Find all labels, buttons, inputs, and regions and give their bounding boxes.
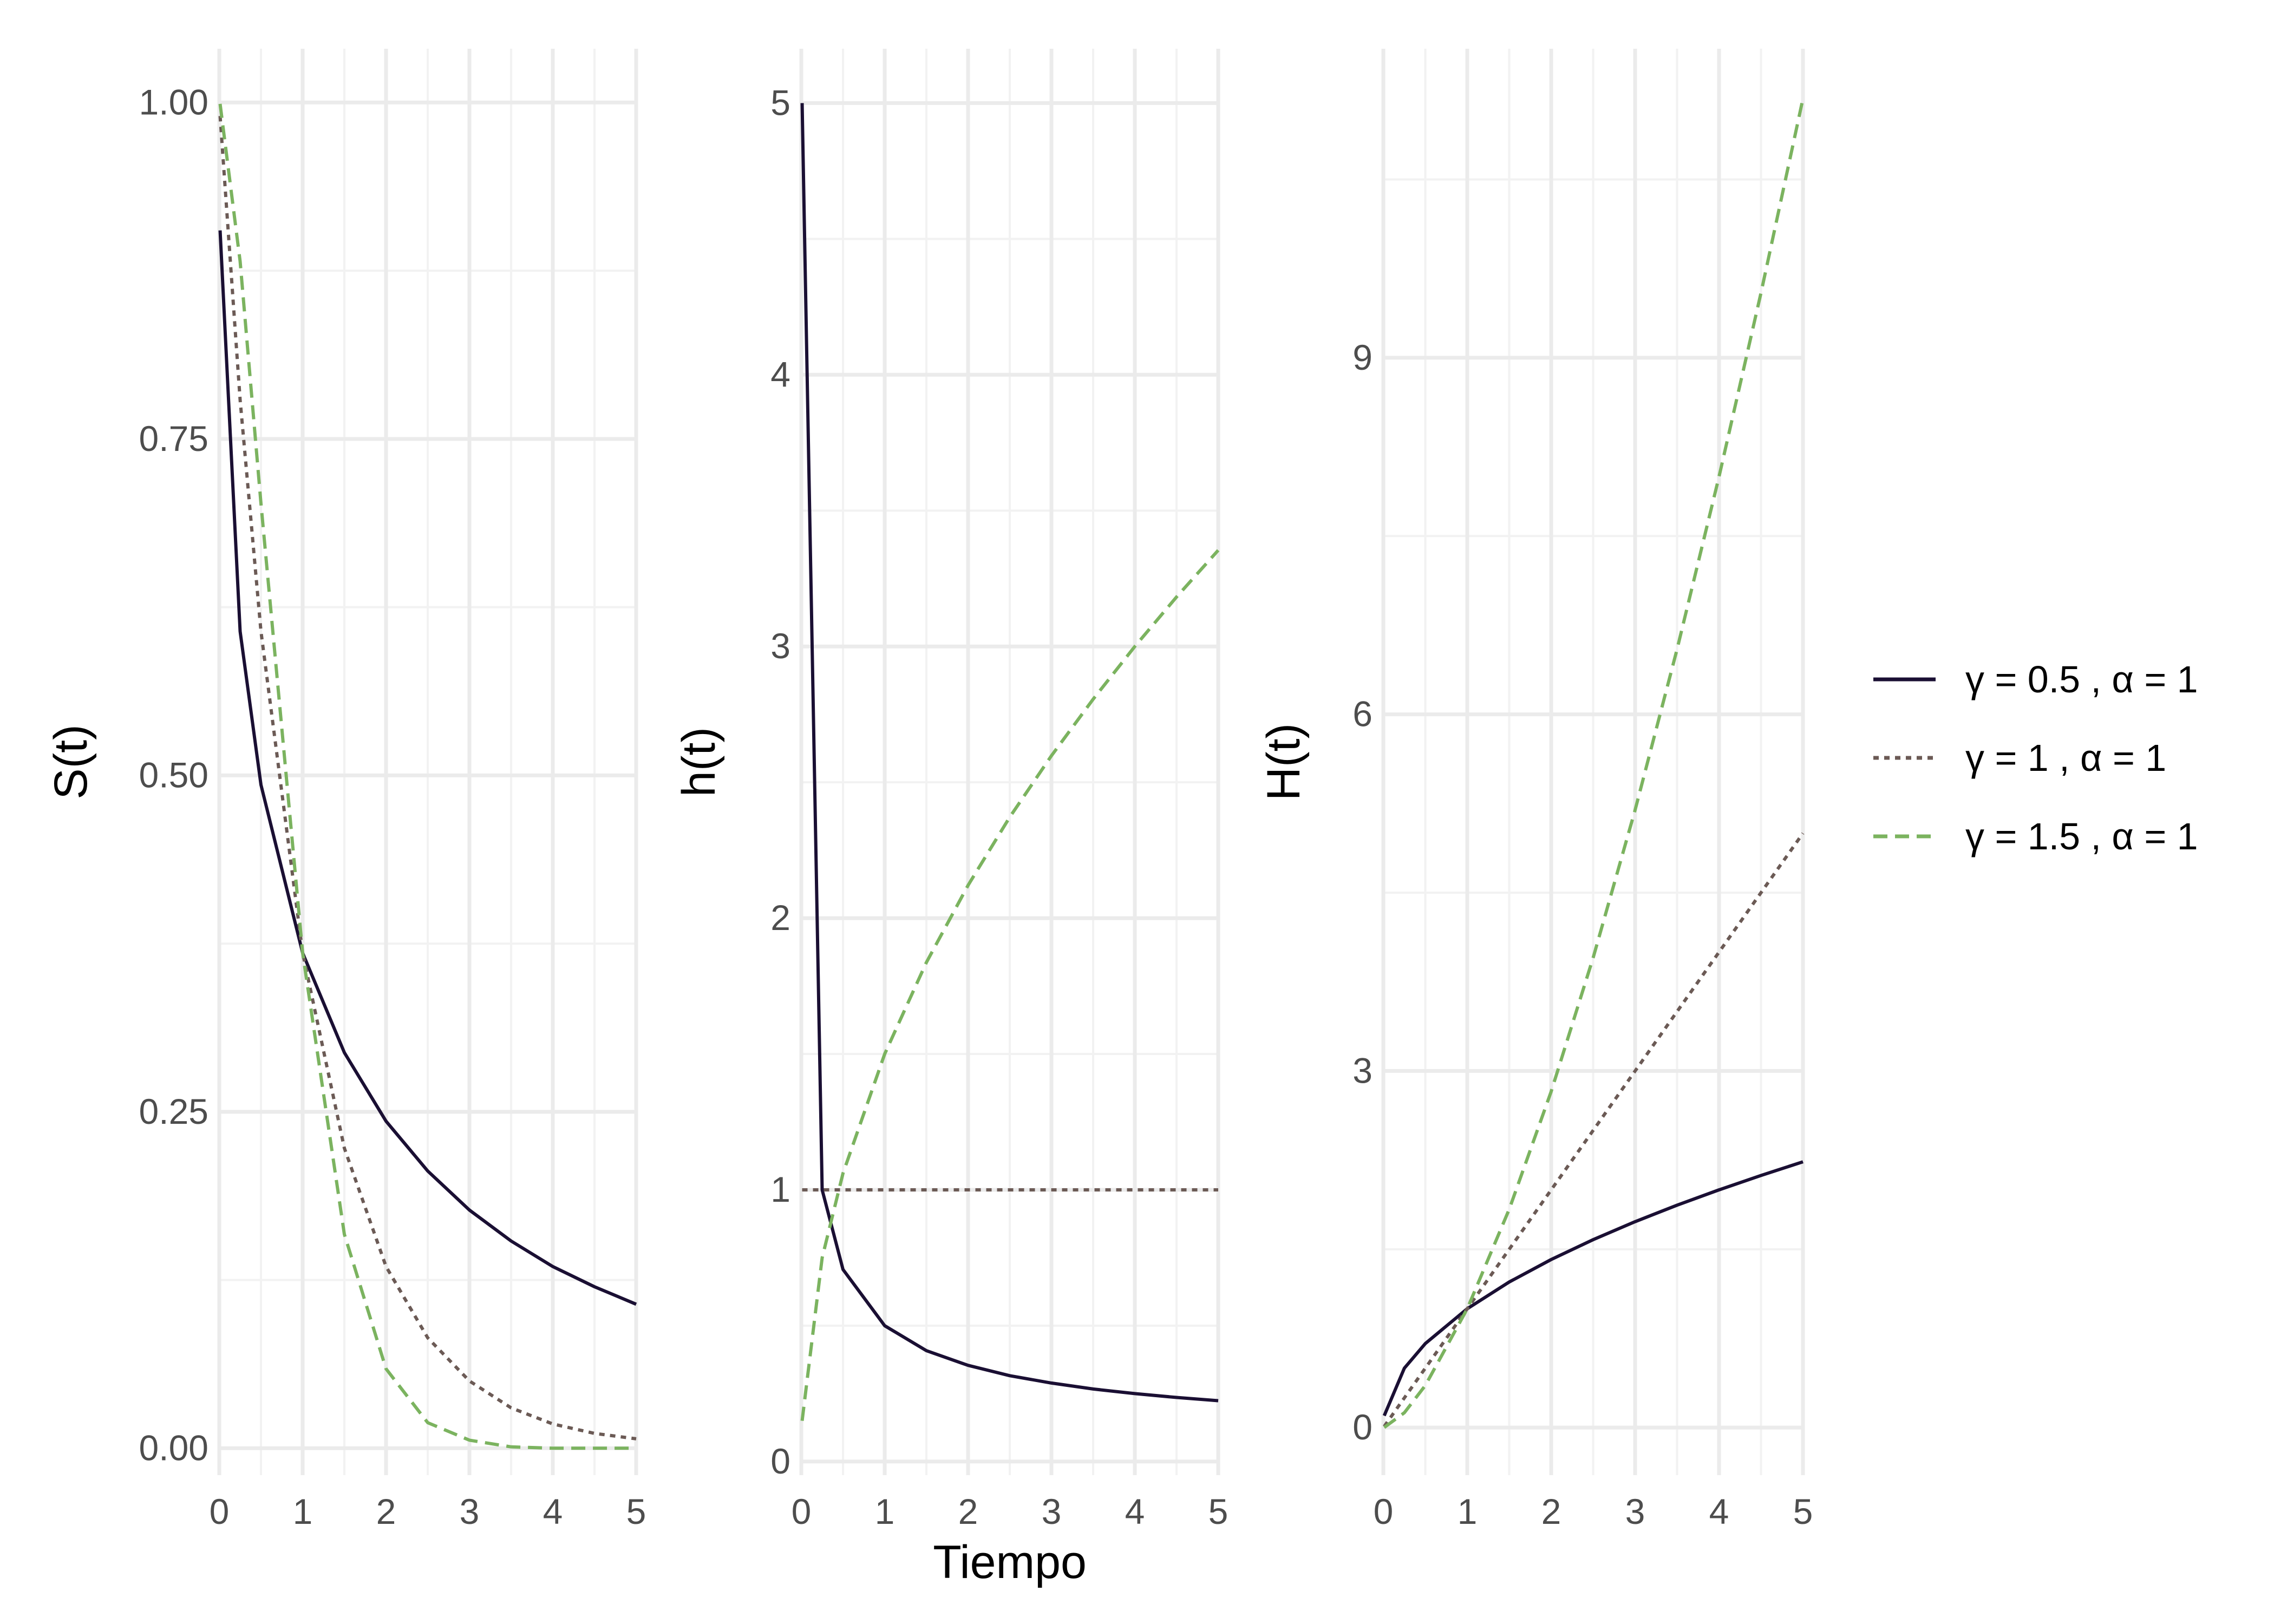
x-tick-label: 1 bbox=[1458, 1491, 1478, 1531]
series-line bbox=[1382, 1160, 1803, 1417]
x-tick-label: 3 bbox=[1042, 1491, 1062, 1531]
y-tick-label: 3 bbox=[1352, 1050, 1373, 1090]
x-tick-label: 0 bbox=[210, 1491, 230, 1531]
series-line bbox=[218, 230, 637, 1306]
x-tick-label: 0 bbox=[1374, 1491, 1394, 1531]
x-tick-label: 5 bbox=[1208, 1491, 1229, 1531]
series-line bbox=[218, 116, 637, 1440]
x-tick-label: 5 bbox=[1793, 1491, 1813, 1531]
grid bbox=[1381, 49, 1805, 1475]
y-tick-label: 1 bbox=[770, 1169, 790, 1209]
legend-item: γ = 1 , α = 1 bbox=[1873, 737, 2166, 779]
y-tick-label: 3 bbox=[770, 626, 790, 666]
series-line bbox=[800, 549, 1220, 1421]
legend-item: γ = 0.5 , α = 1 bbox=[1873, 658, 2198, 700]
y-tick-label: 0 bbox=[770, 1441, 790, 1481]
legend-label: γ = 1 , α = 1 bbox=[1965, 737, 2166, 779]
x-tick-label: 2 bbox=[376, 1491, 396, 1531]
cumulative-hazard-panel: 0 1 2 3 4 5 0 3 6 9 H(t) bbox=[1258, 49, 1813, 1531]
x-tick-label: 1 bbox=[875, 1491, 895, 1531]
series-line bbox=[800, 103, 1219, 1403]
y-tick-label: 9 bbox=[1352, 337, 1373, 377]
legend: γ = 0.5 , α = 1 γ = 1 , α = 1 γ = 1.5 , α … bbox=[1873, 658, 2198, 857]
x-tick-label: 2 bbox=[1541, 1491, 1561, 1531]
y-tick-label: 0.00 bbox=[139, 1427, 208, 1468]
grid bbox=[217, 49, 638, 1475]
x-tick-label: 1 bbox=[293, 1491, 313, 1531]
x-tick-label: 4 bbox=[543, 1491, 563, 1531]
y-tick-label: 0.50 bbox=[139, 755, 208, 795]
x-tick-label: 3 bbox=[1625, 1491, 1645, 1531]
y-axis-title: S(t) bbox=[45, 724, 97, 800]
x-axis-title: Tiempo bbox=[933, 1536, 1087, 1588]
legend-label: γ = 0.5 , α = 1 bbox=[1965, 658, 2198, 700]
y-axis-title: H(t) bbox=[1258, 723, 1310, 801]
y-tick-label: 1.00 bbox=[139, 82, 208, 122]
y-tick-label: 0.25 bbox=[139, 1091, 208, 1131]
x-tick-label: 4 bbox=[1125, 1491, 1145, 1531]
x-tick-label: 5 bbox=[626, 1491, 646, 1531]
y-tick-label: 5 bbox=[770, 82, 790, 122]
y-tick-label: 0 bbox=[1352, 1407, 1373, 1447]
x-tick-label: 4 bbox=[1709, 1491, 1729, 1531]
survival-panel: 0 1 2 3 4 5 0.00 0.25 0.50 0.75 1.00 S(t) bbox=[45, 49, 646, 1531]
x-tick-label: 0 bbox=[792, 1491, 812, 1531]
series-line bbox=[1383, 98, 1805, 1429]
x-tick-label: 3 bbox=[460, 1491, 480, 1531]
y-tick-label: 2 bbox=[770, 898, 790, 938]
y-tick-label: 6 bbox=[1352, 694, 1373, 734]
series-line bbox=[1383, 832, 1805, 1427]
y-tick-label: 0.75 bbox=[139, 418, 208, 459]
legend-label: γ = 1.5 , α = 1 bbox=[1965, 815, 2198, 857]
grid bbox=[799, 49, 1220, 1475]
y-tick-label: 4 bbox=[770, 354, 790, 394]
x-tick-label: 2 bbox=[958, 1491, 978, 1531]
hazard-panel: 0 1 2 3 4 5 0 1 2 3 4 5 h(t) Tiempo bbox=[673, 49, 1228, 1588]
series-line bbox=[218, 103, 636, 1450]
y-axis-title: h(t) bbox=[673, 727, 725, 797]
legend-item: γ = 1.5 , α = 1 bbox=[1873, 815, 2198, 857]
